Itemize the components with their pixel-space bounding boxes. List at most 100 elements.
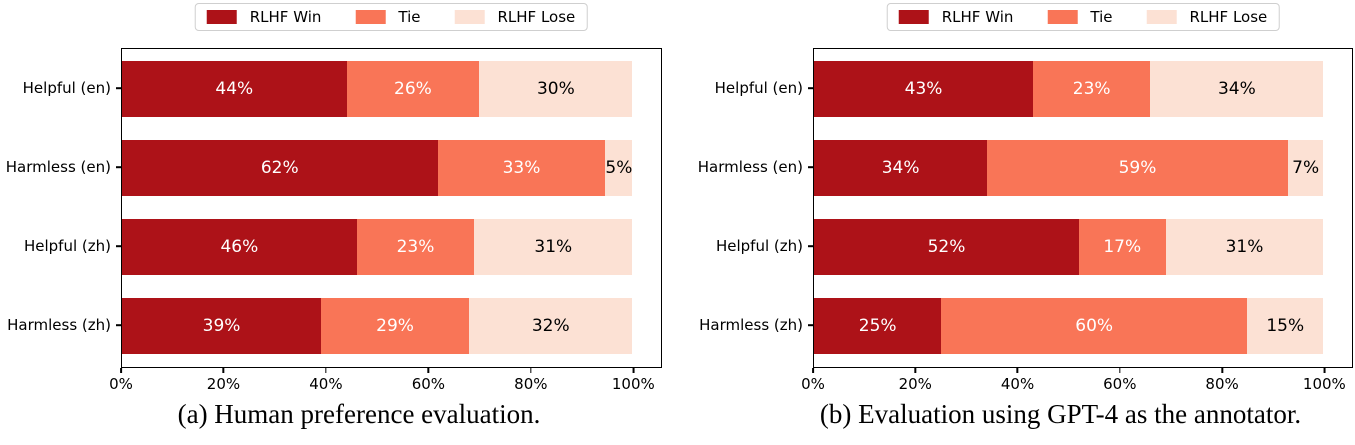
legend-swatch [206,10,237,24]
x-tick-mark [1221,368,1223,373]
y-tick-label: Harmless (zh) [699,316,803,334]
bar-value-label: 34% [881,158,920,178]
bar-segment: 52% [814,219,1079,275]
legend-item: Tie [355,9,420,25]
x-tick-label: 0% [801,375,825,393]
y-tick-mark [116,324,121,326]
bar-row: 44% 26% 30% [122,61,633,117]
bar-segment: 23% [1033,61,1151,117]
bar-segment: 59% [987,140,1288,196]
x-tick-label: 80% [1205,375,1239,393]
bar-segment: 23% [356,219,475,275]
chart-caption: (a) Human preference evaluation. [177,399,541,429]
legend: RLHF Win Tie RLHF Lose [886,3,1280,31]
y-tick-mark [808,87,813,89]
bar-segment: 39% [122,298,322,354]
y-tick-mark [808,166,813,168]
x-tick: 80% [514,368,548,393]
legend-label: RLHF Win [941,8,1014,26]
x-tick: 40% [1001,368,1034,393]
bar-segment: 26% [346,61,480,117]
x-tick: 100% [1303,368,1346,393]
legend-item: RLHF Lose [454,9,575,25]
y-tick-mark [808,245,813,247]
bar-segment: 34% [814,140,988,196]
x-tick-label: 40% [1000,375,1035,393]
bar-segment: 44% [122,61,347,117]
legend-label: Tie [1090,8,1113,26]
x-tick-label: 100% [611,375,655,393]
legend-item: Tie [1047,9,1112,25]
bar-row: 25% 60% 15% [814,298,1324,354]
x-tick-mark [632,368,635,373]
x-tick-mark [914,368,917,373]
bar-segment: 31% [1165,219,1324,275]
legend: RLHF Win Tie RLHF Lose [194,3,588,31]
bar-value-label: 31% [534,237,573,257]
legend-swatch [1146,10,1177,24]
bar-segment: 5% [605,140,633,196]
legend-label: RLHF Lose [497,8,576,26]
bar-row: 43% 23% 34% [814,61,1324,117]
bar-segment: 60% [941,298,1248,354]
y-tick-mark [808,324,813,326]
x-tick: 60% [1103,368,1136,393]
x-tick-label: 60% [411,375,446,393]
x-tick-mark [222,368,225,373]
bar-segment: 31% [474,219,633,275]
bar-value-label: 7% [1292,158,1320,178]
x-tick: 100% [612,368,655,393]
y-tick-label: Helpful (zh) [23,237,111,255]
y-tick-label: Harmless (zh) [7,316,111,334]
legend-item: RLHF Win [898,8,1014,26]
x-tick-mark [1119,368,1121,373]
x-tick-mark [530,368,532,373]
y-tick-label: Helpful (en) [22,79,111,97]
bar-value-label: 26% [394,79,432,99]
x-tick: 20% [899,368,932,393]
bar-row: 39% 29% 32% [122,298,633,354]
x-axis: 0% 20% 40% 60% 80% 100% [801,368,1353,396]
y-tick-label: Helpful (zh) [715,237,803,255]
x-tick-mark [1016,368,1019,373]
y-tick-mark [116,87,121,89]
x-tick: 80% [1205,368,1239,393]
bar-value-label: 5% [605,158,633,178]
chart-caption: (b) Evaluation using GPT-4 as the annota… [819,399,1302,429]
legend-swatch [355,10,386,24]
x-tick-label: 20% [898,375,932,393]
x-tick-label: 40% [309,375,343,393]
bar-segment: 17% [1078,219,1166,275]
bar-row: 62% 33% 5% [122,140,633,196]
legend-label: Tie [398,8,421,26]
bar-value-label: 23% [1072,79,1111,99]
chart-gpt4-annotator: RLHF Win Tie RLHF Lose Helpful (en) Harmles… [678,0,1355,445]
bar-value-label: 30% [536,79,575,99]
legend-label: RLHF Lose [1189,8,1268,26]
bar-value-label: 29% [376,316,414,336]
bar-value-label: 60% [1075,316,1114,336]
bar-value-label: 43% [904,79,943,99]
bar-segment: 15% [1247,298,1324,354]
legend-swatch [1047,10,1078,24]
bar-segment: 30% [479,61,633,117]
plot-area: 44% 26% 30% 62% 33% 5% 46% 23% 31% 39% 29% 32% [121,48,662,368]
x-tick-mark [812,368,814,373]
bar-segment: 25% [814,298,942,354]
legend-item: RLHF Lose [1146,9,1267,25]
y-tick-label: Harmless (en) [5,158,111,176]
legend-swatch [898,10,929,24]
y-tick-label: Harmless (en) [697,158,803,176]
bar-value-label: 44% [215,79,254,99]
bar-value-label: 46% [220,237,259,257]
x-tick-label: 20% [206,375,241,393]
bar-value-label: 31% [1225,237,1264,257]
y-tick-mark [116,245,121,247]
chart-human-preference: RLHF Win Tie RLHF Lose Helpful (en) Harmles… [5,3,662,429]
bar-value-label: 62% [260,158,299,178]
x-tick-label: 80% [514,375,548,393]
x-tick-mark [120,368,122,373]
bar-segment: 33% [437,140,606,196]
bar-segment: 29% [321,298,470,354]
